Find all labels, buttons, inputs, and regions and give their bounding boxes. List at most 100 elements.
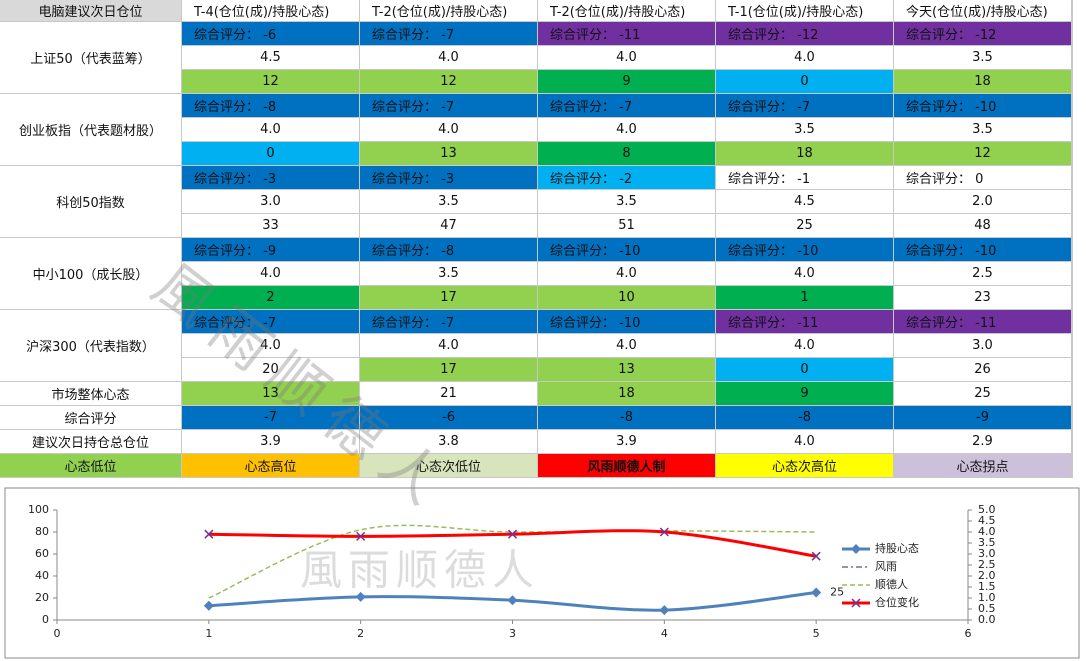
cell: 8	[538, 142, 716, 166]
cell: 26	[894, 358, 1072, 382]
row-label: 建议次日持仓总仓位	[0, 430, 182, 454]
cell: 综合评分： -10	[894, 94, 1072, 118]
header-cell: T-4(仓位(成)/持股心态)	[182, 0, 360, 22]
y2-tick-label: 2.5	[978, 558, 996, 571]
cell: 21	[360, 382, 538, 406]
y2-tick-label: 4.0	[978, 525, 996, 538]
legend-marker	[851, 544, 861, 554]
cell: 9	[538, 70, 716, 94]
cell: 3.0	[182, 190, 360, 214]
cell: 48	[894, 214, 1072, 238]
cell: 3.5	[716, 118, 894, 142]
cell: 4.0	[360, 118, 538, 142]
y-tick-label: 0	[42, 613, 49, 626]
legend-cell: 心态低位	[0, 454, 182, 478]
cell: 0	[716, 70, 894, 94]
cell: 综合评分： -12	[894, 22, 1072, 46]
y-tick-label: 20	[35, 591, 49, 604]
cell: 3.5	[894, 118, 1072, 142]
row-label: 创业板指（代表题材股）	[0, 94, 182, 166]
row-label: 综合评分	[0, 406, 182, 430]
cell: 4.0	[716, 334, 894, 358]
cell: 综合评分： -3	[182, 166, 360, 190]
cell: 综合评分： -7	[360, 94, 538, 118]
cell: 1	[716, 286, 894, 310]
header-cell: 今天(仓位(成)/持股心态)	[894, 0, 1072, 22]
cell: 综合评分： -12	[716, 22, 894, 46]
cell: 2.0	[894, 190, 1072, 214]
legend-cell: 心态次高位	[716, 454, 894, 478]
chart-frame	[4, 487, 1080, 659]
cell: 综合评分： -11	[716, 310, 894, 334]
point	[811, 551, 821, 561]
cell: 4.5	[716, 190, 894, 214]
cell: 3.8	[360, 430, 538, 454]
cell: 4.0	[182, 334, 360, 358]
cell: 4.0	[538, 46, 716, 70]
cell: 4.0	[360, 46, 538, 70]
cell: 综合评分： -7	[182, 310, 360, 334]
cell: 综合评分： -7	[538, 94, 716, 118]
point	[811, 587, 822, 598]
cell: 20	[182, 358, 360, 382]
cell: 10	[538, 286, 716, 310]
y-tick-label: 80	[35, 525, 49, 538]
point	[204, 529, 214, 539]
cell: 25	[716, 214, 894, 238]
cell: 综合评分： -10	[894, 238, 1072, 262]
point	[659, 527, 669, 537]
cell: 3.5	[894, 46, 1072, 70]
header-cell: 电脑建议次日仓位	[0, 0, 182, 22]
x-tick-label: 0	[54, 627, 61, 640]
row-label: 沪深300（代表指数）	[0, 310, 182, 382]
cell: 18	[894, 70, 1072, 94]
cell: 综合评分： -2	[538, 166, 716, 190]
header-cell: T-1(仓位(成)/持股心态)	[716, 0, 894, 22]
legend-cell: 心态次低位	[360, 454, 538, 478]
y2-tick-label: 2.0	[978, 569, 996, 582]
cell: 4.0	[538, 118, 716, 142]
legend-marker	[851, 598, 861, 608]
cell: 13	[360, 142, 538, 166]
legend-cell: 心态高位	[182, 454, 360, 478]
cell: 9	[716, 382, 894, 406]
cell: 综合评分： -9	[182, 238, 360, 262]
cell: 25	[894, 382, 1072, 406]
cell: 综合评分： -11	[538, 22, 716, 46]
point	[356, 531, 366, 541]
cell: 3.5	[360, 190, 538, 214]
point	[507, 529, 518, 539]
cell: 2	[182, 286, 360, 310]
cell: 47	[360, 214, 538, 238]
cell: 13	[182, 382, 360, 406]
y2-tick-label: 5.0	[978, 503, 996, 516]
y2-tick-label: 0.0	[978, 613, 996, 626]
legend-label: 仓位变化	[875, 595, 919, 609]
y2-tick-label: 1.0	[978, 591, 996, 604]
cell: 12	[894, 142, 1072, 166]
row-label: 市场整体心态	[0, 382, 182, 406]
point	[659, 605, 670, 616]
point	[507, 595, 518, 606]
cell: 4.0	[538, 262, 716, 286]
y-tick-label: 40	[35, 569, 49, 582]
watermark: 風雨顺德人	[300, 546, 540, 595]
cell: -6	[360, 406, 538, 430]
y2-tick-label: 3.5	[978, 536, 996, 549]
cell: 综合评分： -8	[182, 94, 360, 118]
cell: 3.5	[538, 190, 716, 214]
cell: 4.0	[538, 334, 716, 358]
cell: 综合评分： -6	[182, 22, 360, 46]
series-line	[208, 524, 817, 599]
cell: 4.0	[716, 46, 894, 70]
cell: 18	[716, 142, 894, 166]
x-tick-label: 4	[661, 627, 668, 640]
x-tick-label: 6	[965, 627, 972, 640]
cell: 综合评分： -7	[716, 94, 894, 118]
cell: 17	[360, 286, 538, 310]
point	[203, 600, 214, 611]
y2-tick-label: 0.5	[978, 602, 996, 615]
cell: 综合评分： -7	[360, 310, 538, 334]
cell: 综合评分： -11	[894, 310, 1072, 334]
